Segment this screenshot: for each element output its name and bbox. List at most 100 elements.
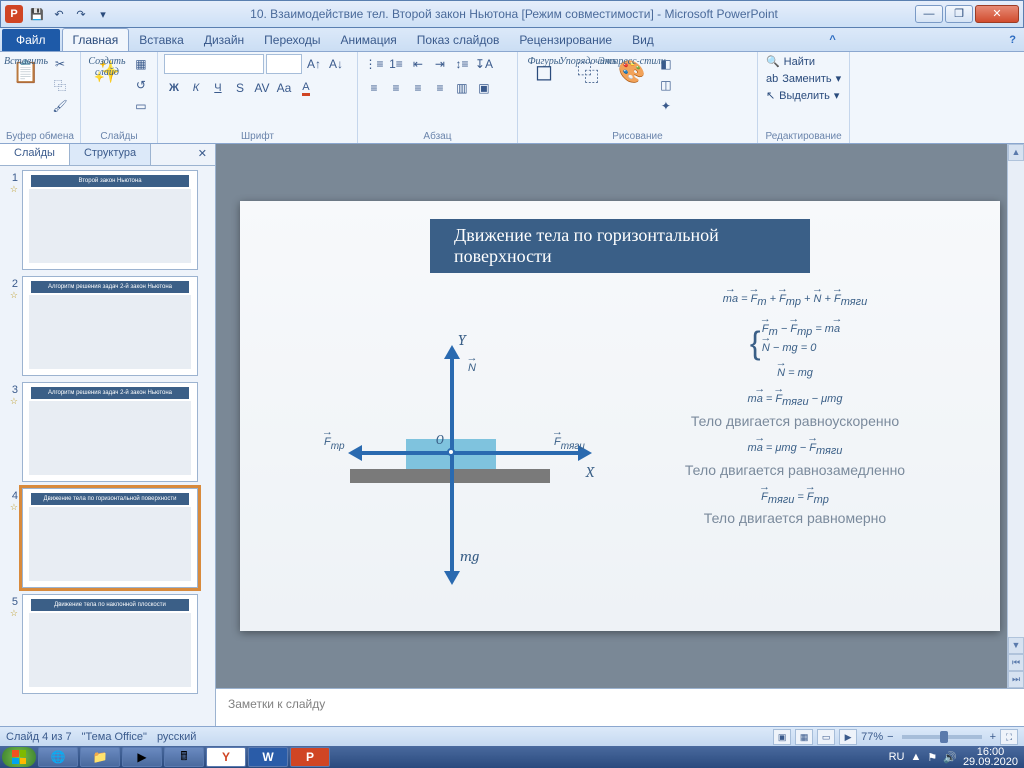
tray-lang[interactable]: RU: [889, 751, 905, 763]
view-sorter-icon[interactable]: ▦: [795, 729, 813, 745]
start-button[interactable]: [2, 747, 36, 767]
qat-more-icon[interactable]: ▾: [93, 4, 113, 24]
shapes-button[interactable]: ◻Фигуры: [524, 54, 564, 90]
new-slide-button[interactable]: ✨ Создать слайд: [87, 54, 127, 90]
slide-thumbnail[interactable]: Движение тела по горизонтальной поверхно…: [22, 488, 198, 588]
zoom-out-icon[interactable]: −: [887, 731, 893, 743]
tab-transitions[interactable]: Переходы: [254, 29, 330, 51]
tab-home[interactable]: Главная: [62, 28, 130, 51]
select-button[interactable]: ↖Выделить ▾: [764, 88, 842, 103]
taskbar-yandex-icon[interactable]: Y: [206, 747, 246, 767]
find-button[interactable]: 🔍Найти: [764, 54, 817, 69]
shrink-font-icon[interactable]: A↓: [326, 54, 346, 74]
shape-outline-icon[interactable]: ◫: [656, 75, 676, 95]
tray-clock[interactable]: 16:0029.09.2020: [963, 747, 1018, 767]
underline-icon[interactable]: Ч: [208, 78, 228, 98]
text-direction-icon[interactable]: ↧A: [474, 54, 494, 74]
view-normal-icon[interactable]: ▣: [773, 729, 791, 745]
section-icon[interactable]: ▭: [131, 96, 151, 116]
copy-icon[interactable]: ⿻: [50, 75, 70, 95]
eq-text-3: Тело двигается равномерно: [630, 508, 960, 529]
bullets-icon[interactable]: ⋮≡: [364, 54, 384, 74]
zoom-in-icon[interactable]: +: [990, 731, 996, 743]
save-icon[interactable]: 💾: [27, 4, 47, 24]
minimize-button[interactable]: —: [915, 5, 943, 23]
slide-thumbnail[interactable]: Движение тела по наклонной плоскости: [22, 594, 198, 694]
tray-flag-icon[interactable]: ⚑: [927, 751, 937, 764]
arrow-left-icon: [348, 445, 362, 461]
format-painter-icon[interactable]: 🖌: [50, 96, 70, 116]
minimize-ribbon-icon[interactable]: ^: [829, 34, 835, 46]
taskbar-media-icon[interactable]: ▶: [122, 747, 162, 767]
bold-icon[interactable]: Ж: [164, 78, 184, 98]
layout-icon[interactable]: ▦: [131, 54, 151, 74]
panel-tab-outline[interactable]: Структура: [70, 144, 151, 165]
taskbar-powerpoint-icon[interactable]: P: [290, 747, 330, 767]
titlebar: P 💾 ↶ ↷ ▾ 10. Взаимодействие тел. Второй…: [0, 0, 1024, 28]
font-color-icon[interactable]: A: [296, 78, 316, 98]
case-icon[interactable]: Aa: [274, 78, 294, 98]
strike-icon[interactable]: S: [230, 78, 250, 98]
scroll-up-icon[interactable]: ▲: [1008, 144, 1024, 161]
view-reading-icon[interactable]: ▭: [817, 729, 835, 745]
tab-slideshow[interactable]: Показ слайдов: [407, 29, 510, 51]
align-center-icon[interactable]: ≡: [386, 78, 406, 98]
shadow-icon[interactable]: AV: [252, 78, 272, 98]
close-button[interactable]: ✕: [975, 5, 1019, 23]
tray-up-icon[interactable]: ▲: [910, 751, 921, 763]
window-title: 10. Взаимодействие тел. Второй закон Нью…: [113, 7, 915, 21]
grow-font-icon[interactable]: A↑: [304, 54, 324, 74]
slide[interactable]: Движение тела по горизонтальной поверхно…: [240, 201, 1000, 631]
indent-dec-icon[interactable]: ⇤: [408, 54, 428, 74]
eq-text-1: Тело двигается равноускоренно: [630, 411, 960, 432]
paste-button[interactable]: 📋 Вставить: [6, 54, 46, 90]
taskbar-ie-icon[interactable]: 🌐: [38, 747, 78, 767]
view-slideshow-icon[interactable]: ▶: [839, 729, 857, 745]
justify-icon[interactable]: ≡: [430, 78, 450, 98]
indent-inc-icon[interactable]: ⇥: [430, 54, 450, 74]
redo-icon[interactable]: ↷: [71, 4, 91, 24]
italic-icon[interactable]: К: [186, 78, 206, 98]
prev-slide-icon[interactable]: ⏮: [1008, 654, 1024, 671]
zoom-slider[interactable]: [902, 735, 982, 739]
file-tab[interactable]: Файл: [2, 29, 60, 51]
shape-effects-icon[interactable]: ✦: [656, 96, 676, 116]
quick-styles-button[interactable]: 🎨Экспресс-стили: [612, 54, 652, 90]
tab-animation[interactable]: Анимация: [330, 29, 406, 51]
numbering-icon[interactable]: 1≡: [386, 54, 406, 74]
taskbar-calc-icon[interactable]: 🖩: [164, 747, 204, 767]
tray-volume-icon[interactable]: 🔊: [943, 751, 957, 764]
reset-icon[interactable]: ↺: [131, 75, 151, 95]
font-name-input[interactable]: [164, 54, 264, 74]
slide-thumbnail[interactable]: Алгоритм решения задач 2-й закон Ньютона: [22, 382, 198, 482]
panel-tab-slides[interactable]: Слайды: [0, 144, 70, 165]
help-icon[interactable]: ?: [1009, 34, 1016, 46]
maximize-button[interactable]: ❐: [945, 5, 973, 23]
scroll-down-icon[interactable]: ▼: [1008, 637, 1024, 654]
taskbar-explorer-icon[interactable]: 📁: [80, 747, 120, 767]
taskbar-word-icon[interactable]: W: [248, 747, 288, 767]
undo-icon[interactable]: ↶: [49, 4, 69, 24]
replace-button[interactable]: abЗаменить ▾: [764, 71, 843, 86]
status-language[interactable]: русский: [157, 731, 196, 743]
smartart-icon[interactable]: ▣: [474, 78, 494, 98]
slide-thumbnail[interactable]: Алгоритм решения задач 2-й закон Ньютона: [22, 276, 198, 376]
panel-close-icon[interactable]: ✕: [190, 144, 215, 165]
select-label: Выделить: [779, 90, 830, 102]
next-slide-icon[interactable]: ⏭: [1008, 671, 1024, 688]
fit-slide-icon[interactable]: ⛶: [1000, 729, 1018, 745]
columns-icon[interactable]: ▥: [452, 78, 472, 98]
cut-icon[interactable]: ✂: [50, 54, 70, 74]
vertical-scrollbar[interactable]: ▲ ▼ ⏮ ⏭: [1007, 144, 1024, 688]
align-left-icon[interactable]: ≡: [364, 78, 384, 98]
slide-thumbnail[interactable]: Второй закон Ньютона: [22, 170, 198, 270]
tab-review[interactable]: Рецензирование: [509, 29, 622, 51]
line-spacing-icon[interactable]: ↕≡: [452, 54, 472, 74]
tab-view[interactable]: Вид: [622, 29, 664, 51]
tab-insert[interactable]: Вставка: [129, 29, 194, 51]
group-drawing: ◻Фигуры ⿻Упорядочить 🎨Экспресс-стили ◧ ◫…: [518, 52, 758, 143]
align-right-icon[interactable]: ≡: [408, 78, 428, 98]
font-size-input[interactable]: [266, 54, 302, 74]
notes-pane[interactable]: Заметки к слайду: [216, 688, 1024, 726]
tab-design[interactable]: Дизайн: [194, 29, 254, 51]
